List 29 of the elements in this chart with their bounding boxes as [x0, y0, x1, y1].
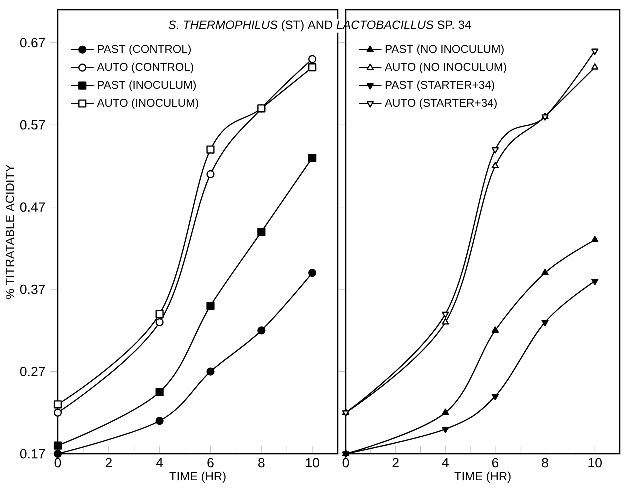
legend-label: PAST (CONTROL) [98, 44, 191, 56]
y-tick-label: 0.27 [20, 367, 46, 376]
legend-label: PAST (INOCULUM) [98, 80, 196, 92]
x-tick-label: 4 [442, 458, 449, 468]
legend-label: PAST (STARTER+34) [386, 80, 494, 92]
legend-label: AUTO (NO INOCULUM) [385, 62, 506, 74]
x-tick-label: 2 [106, 458, 112, 468]
x-tick-label: 0 [54, 458, 62, 468]
x-tick-label: 6 [208, 458, 214, 468]
x-tick-label: 10 [306, 458, 320, 468]
y-tick-label: 0.57 [20, 120, 46, 130]
x-tick-label: 4 [156, 458, 164, 468]
legend-label: AUTO (CONTROL) [97, 62, 194, 74]
y-tick-label: 0.17 [20, 449, 46, 459]
y-tick-label: 0.67 [20, 38, 46, 48]
x-tick-label: 6 [492, 458, 499, 468]
x-axis-title: TIME (HR) [454, 472, 511, 484]
y-tick-label: 0.37 [20, 284, 46, 294]
y-axis-title: % TITRATABLE ACIDITY [6, 164, 14, 300]
x-tick-label: 0 [342, 458, 350, 468]
legend-label: AUTO (INOCULUM) [97, 98, 199, 110]
x-tick-label: 2 [392, 458, 399, 468]
x-tick-label: 8 [542, 458, 548, 468]
legend-label: AUTO (STARTER+34) [385, 98, 497, 110]
x-tick-label: 10 [588, 458, 602, 468]
x-tick-label: 8 [258, 458, 265, 468]
y-tick-label: 0.47 [20, 202, 46, 212]
legend-label: PAST (NO INOCULUM) [386, 44, 504, 56]
x-axis-title: TIME (HR) [170, 472, 226, 484]
